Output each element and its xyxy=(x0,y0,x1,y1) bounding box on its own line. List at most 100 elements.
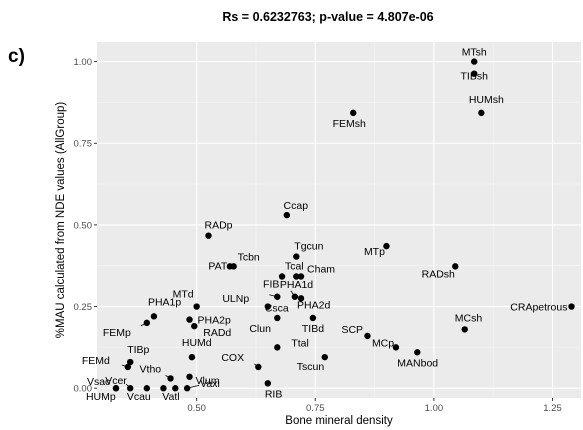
data-point xyxy=(274,293,281,300)
data-point xyxy=(452,263,459,270)
y-tick-label: 1.00 xyxy=(74,57,93,68)
data-point xyxy=(293,273,300,280)
data-point xyxy=(478,109,485,117)
point-label: ULNp xyxy=(222,293,249,305)
data-point xyxy=(264,380,272,387)
point-label: MTsh xyxy=(462,47,487,59)
data-point xyxy=(127,385,134,392)
point-label: Vsac xyxy=(87,376,110,388)
point-label: PHA2p xyxy=(198,315,231,327)
data-point xyxy=(278,273,286,280)
x-tick-label: 1.25 xyxy=(543,403,562,414)
panel-label: c) xyxy=(8,46,25,67)
point-label: RADsh xyxy=(422,268,455,280)
data-point xyxy=(274,314,281,322)
point-label: Tgcun xyxy=(294,241,323,253)
y-tick-label: 0.75 xyxy=(74,139,93,150)
point-label: FEMp xyxy=(103,327,131,339)
data-point xyxy=(112,385,120,392)
data-point xyxy=(291,293,299,300)
data-point xyxy=(297,273,305,280)
data-point xyxy=(167,375,174,382)
point-labels: MTsh TIBsh HUMsh FEMsh Ccap RADp MTp Tgcun PAT Tc… xyxy=(82,47,568,404)
point-label: TIBd xyxy=(302,323,324,335)
data-point xyxy=(188,353,196,361)
point-label: Vaxi xyxy=(200,378,220,390)
data-point xyxy=(293,253,300,260)
data-point xyxy=(471,70,478,77)
point-label: PHA2d xyxy=(297,299,330,311)
data-point xyxy=(193,303,200,310)
data-point xyxy=(124,363,132,371)
point-label: RIB xyxy=(265,388,283,400)
data-point xyxy=(309,314,317,322)
point-label: MANbod xyxy=(397,357,438,369)
data-point xyxy=(383,242,390,250)
chart-title: Rs = 0.6232763; p-value = 4.807e-06 xyxy=(222,10,433,24)
point-label: FEMsh xyxy=(333,118,366,130)
point-label: Tcal xyxy=(285,261,304,273)
point-label: Vcer xyxy=(105,375,127,387)
x-tick-label: 0.75 xyxy=(306,403,325,414)
x-tick-label: 1.00 xyxy=(425,403,444,414)
point-label: Clun xyxy=(249,323,271,335)
data-point xyxy=(568,303,575,310)
data-point xyxy=(186,316,193,323)
data-point xyxy=(264,303,272,310)
point-label: Ttal xyxy=(291,337,309,349)
data-point xyxy=(143,385,151,392)
point-label: SCP xyxy=(341,324,363,336)
data-point xyxy=(274,344,281,351)
x-tick-label: 0.50 xyxy=(187,403,206,414)
x-axis-label: Bone mineral density xyxy=(285,415,393,427)
point-label: FIB xyxy=(263,279,279,291)
data-point xyxy=(461,326,468,333)
point-label: Tcbn xyxy=(238,251,260,263)
data-point xyxy=(392,344,400,351)
point-label: RADd xyxy=(203,327,231,339)
data-point xyxy=(143,319,151,327)
data-point xyxy=(297,295,305,302)
y-axis-label: %MAU calculated from NDE values (AllGrou… xyxy=(55,102,67,339)
axis-ticks: 0.50 0.75 1.00 1.25 0.00 0.25 0.50 0.75 1.00 xyxy=(74,57,562,414)
data-point xyxy=(127,358,134,366)
data-point xyxy=(205,232,212,239)
point-label: MTd xyxy=(173,289,194,301)
data-point xyxy=(364,332,371,340)
data-point xyxy=(230,263,237,270)
point-label: MCp xyxy=(372,337,394,349)
point-label: TIBsh xyxy=(461,71,489,83)
point-label: Vcau xyxy=(127,391,151,403)
data-point xyxy=(350,109,357,117)
point-label: Cham xyxy=(307,264,335,276)
data-point xyxy=(183,385,191,392)
data-point xyxy=(160,385,167,392)
point-label: RADp xyxy=(205,220,233,232)
point-label: COX xyxy=(221,352,244,364)
point-label: Ccap xyxy=(284,200,309,212)
data-point xyxy=(186,373,193,380)
y-tick-label: 0.00 xyxy=(74,384,93,395)
point-label: MCsh xyxy=(455,312,483,324)
y-tick-label: 0.50 xyxy=(74,220,93,231)
point-label: MTp xyxy=(364,246,385,258)
point-label: HUMd xyxy=(182,337,212,349)
data-point xyxy=(255,363,262,371)
data-point xyxy=(283,211,291,219)
data-point xyxy=(321,353,328,361)
plot-panel xyxy=(97,42,581,398)
data-point xyxy=(191,322,198,330)
point-label: Vtho xyxy=(140,363,162,375)
point-label: Vlum xyxy=(196,375,220,387)
point-label: HUMsh xyxy=(469,94,504,106)
data-points xyxy=(112,58,575,392)
point-label: PHA1d xyxy=(280,279,313,291)
point-label: PAT xyxy=(208,260,227,272)
point-label: Csca xyxy=(265,303,289,315)
point-label: CRApetrous xyxy=(510,302,567,314)
data-point xyxy=(150,313,158,320)
data-point xyxy=(471,58,478,65)
point-label: PHA1p xyxy=(148,296,181,308)
point-label: HUMp xyxy=(86,391,116,403)
